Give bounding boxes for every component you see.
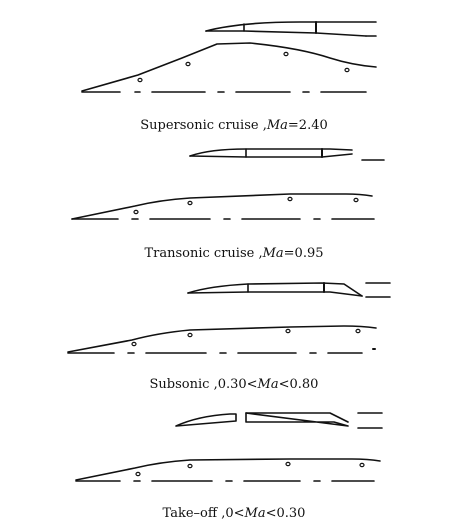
bleed-port-markers bbox=[135, 461, 365, 477]
caption-mach-symbol: Ma bbox=[244, 506, 266, 521]
ramp-surface bbox=[67, 325, 377, 353]
caption-take-off: Take–off ,0<Ma<0.30 bbox=[0, 506, 468, 521]
bleed-port-markers bbox=[133, 196, 359, 215]
cowl-lip bbox=[189, 148, 385, 161]
caption-subsonic: Subsonic ,0.30<Ma<0.80 bbox=[0, 377, 468, 392]
caption-mach-symbol: Ma bbox=[266, 118, 288, 133]
caption-transonic-cruise: Transonic cruise ,Ma=0.95 bbox=[0, 246, 468, 261]
bleed-port-markers bbox=[131, 328, 361, 347]
cowl-lip bbox=[245, 412, 383, 429]
caption-supersonic-cruise: Supersonic cruise ,Ma=2.40 bbox=[0, 118, 468, 133]
panel-supersonic-cruise bbox=[81, 21, 377, 93]
caption-condition: =0.95 bbox=[283, 246, 324, 261]
bleed-port-markers bbox=[137, 51, 350, 83]
centerline bbox=[67, 348, 376, 354]
caption-prefix: Transonic cruise , bbox=[144, 246, 263, 261]
caption-condition: =2.40 bbox=[287, 118, 328, 133]
caption-prefix: Take–off ,0< bbox=[162, 506, 245, 521]
ramp-surface bbox=[71, 193, 373, 220]
panel-transonic-cruise bbox=[71, 148, 385, 220]
caption-mach-symbol: Ma bbox=[262, 246, 284, 261]
caption-prefix: Supersonic cruise , bbox=[140, 118, 267, 133]
panel-subsonic bbox=[67, 282, 391, 354]
caption-prefix: Subsonic ,0.30< bbox=[149, 377, 258, 392]
panel-take-off bbox=[75, 412, 383, 482]
caption-condition: <0.80 bbox=[278, 377, 319, 392]
auxiliary-door bbox=[175, 413, 237, 427]
caption-condition: <0.30 bbox=[265, 506, 306, 521]
cowl-lip bbox=[205, 21, 377, 37]
caption-mach-symbol: Ma bbox=[257, 377, 279, 392]
ramp-surface bbox=[75, 458, 381, 481]
ramp-surface bbox=[81, 42, 377, 92]
cowl-lip bbox=[187, 282, 391, 298]
